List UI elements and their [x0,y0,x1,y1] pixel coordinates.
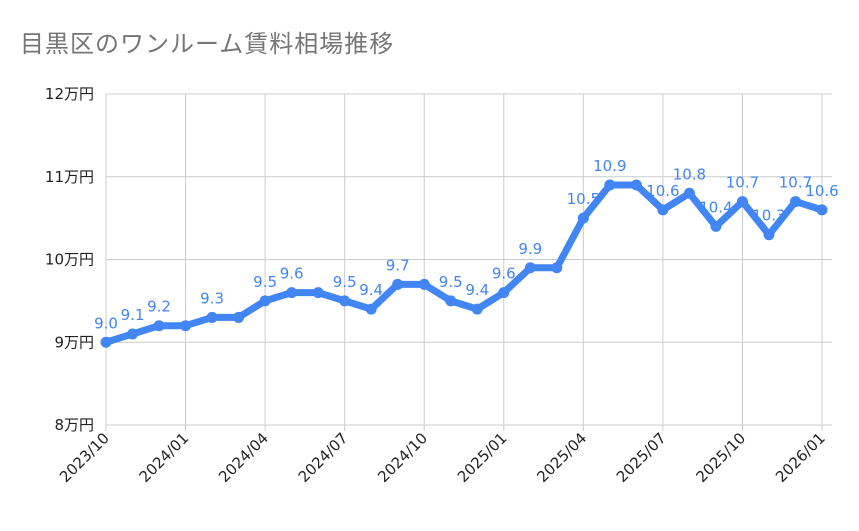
y-tick-label: 9万円 [54,333,94,351]
data-point [127,328,139,340]
data-point [683,187,695,199]
data-label: 9.3 [200,289,224,307]
x-tick-label: 2024/04 [215,429,272,486]
data-label: 10.5 [567,190,600,208]
data-label: 10.8 [673,165,706,183]
data-label: 10.6 [646,182,679,200]
data-point [551,262,563,274]
x-tick-label: 2025/01 [454,429,511,486]
x-tick-label: 2025/04 [533,429,590,486]
data-point [498,287,510,299]
data-point [445,295,457,307]
y-tick-label: 8万円 [54,416,94,434]
data-label: 9.6 [492,265,516,283]
data-label: 9.7 [386,256,410,274]
data-label: 9.0 [94,314,118,332]
data-label: 10.6 [805,182,838,200]
data-point [233,311,245,323]
data-label: 9.5 [333,273,357,291]
y-tick-label: 12万円 [45,85,94,103]
x-tick-label: 2024/07 [295,429,352,486]
data-point [736,196,748,208]
data-point [630,179,642,191]
data-point [312,287,324,299]
data-point [816,204,828,216]
data-point [577,212,589,224]
y-tick-label: 11万円 [45,168,94,186]
data-point [763,229,775,241]
data-point [418,278,430,290]
data-point [604,179,616,191]
data-point [153,320,165,332]
data-label: 10.9 [593,157,626,175]
data-point [789,196,801,208]
x-tick-label: 2024/01 [136,429,193,486]
data-point [339,295,351,307]
data-label: 9.5 [253,273,277,291]
data-label: 9.4 [465,281,489,299]
x-tick-label: 2024/10 [374,429,431,486]
data-label: 10.7 [726,174,759,192]
x-tick-label: 2026/01 [772,429,829,486]
data-point [365,303,377,315]
data-point [100,336,112,348]
data-point [286,287,298,299]
data-label: 9.6 [280,265,304,283]
data-point [657,204,669,216]
data-label: 10.3 [752,207,785,225]
data-label: 9.1 [121,306,145,324]
x-tick-label: 2025/07 [613,429,670,486]
data-label: 9.4 [359,281,383,299]
x-tick-label: 2023/10 [56,429,113,486]
chart-title: 目黒区のワンルーム賃料相場推移 [20,30,395,58]
y-tick-label: 10万円 [45,251,94,269]
data-label: 9.5 [439,273,463,291]
data-point [524,262,536,274]
data-label: 10.7 [779,174,812,192]
data-point [206,311,218,323]
data-point [710,220,722,232]
data-point [392,278,404,290]
data-label: 9.9 [518,240,542,258]
data-label: 10.4 [699,198,732,216]
data-point [259,295,271,307]
data-point [471,303,483,315]
series-line [104,181,824,346]
data-point [180,320,192,332]
data-label: 9.2 [147,298,171,316]
x-tick-label: 2025/10 [692,429,749,486]
